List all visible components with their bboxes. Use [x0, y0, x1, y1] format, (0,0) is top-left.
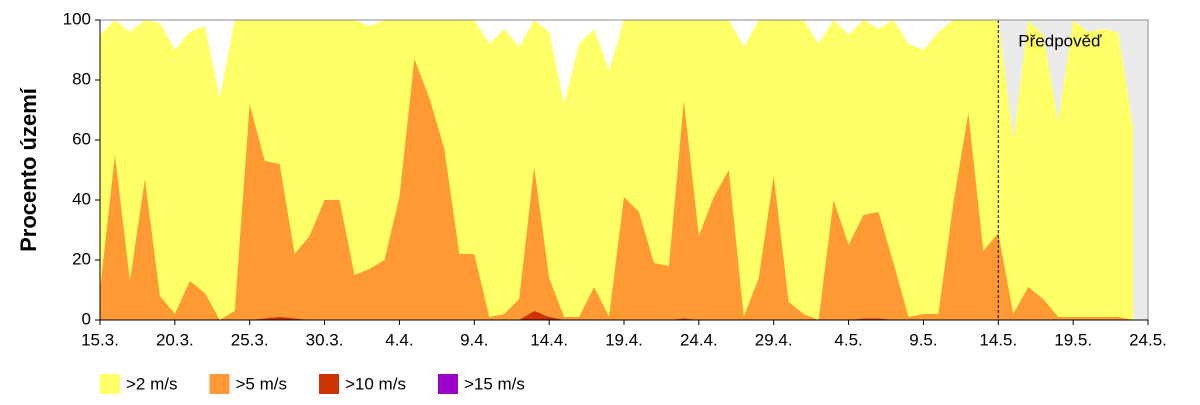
x-tick-label: 14.4.	[530, 330, 568, 349]
x-tick-label: 4.5.	[834, 330, 862, 349]
x-tick-label: 14.5.	[979, 330, 1017, 349]
x-tick-label: 9.4.	[460, 330, 488, 349]
legend-label: >2 m/s	[126, 374, 178, 393]
legend-swatch	[209, 374, 230, 394]
x-tick-label: 30.3.	[306, 330, 344, 349]
x-tick-label: 24.5.	[1129, 330, 1167, 349]
y-tick-label: 60	[72, 129, 91, 148]
forecast-label: Předpověď	[1018, 31, 1102, 50]
legend-swatch	[319, 374, 339, 394]
x-tick-label: 24.4.	[680, 330, 718, 349]
area	[100, 59, 1134, 320]
y-tick-label: 100	[63, 9, 91, 28]
x-tick-label: 29.4.	[755, 330, 793, 349]
x-tick-label: 25.3.	[231, 330, 269, 349]
x-tick-label: 4.4.	[385, 330, 413, 349]
x-tick-label: 19.5.	[1054, 330, 1092, 349]
x-tick-label: 19.4.	[605, 330, 643, 349]
y-axis-label: Procento území	[16, 87, 41, 252]
y-tick-label: 20	[72, 249, 91, 268]
y-tick-label: 40	[72, 189, 91, 208]
x-tick-label: 20.3.	[156, 330, 194, 349]
legend-label: >10 m/s	[345, 374, 406, 393]
x-tick-label: 15.3.	[81, 330, 119, 349]
legend-label: >15 m/s	[464, 374, 525, 393]
legend-label: >5 m/s	[236, 374, 288, 393]
y-tick-label: 0	[82, 309, 91, 328]
legend-swatch	[100, 374, 120, 394]
x-tick-label: 9.5.	[909, 330, 937, 349]
legend-swatch	[437, 374, 458, 394]
y-tick-label: 80	[72, 69, 91, 88]
